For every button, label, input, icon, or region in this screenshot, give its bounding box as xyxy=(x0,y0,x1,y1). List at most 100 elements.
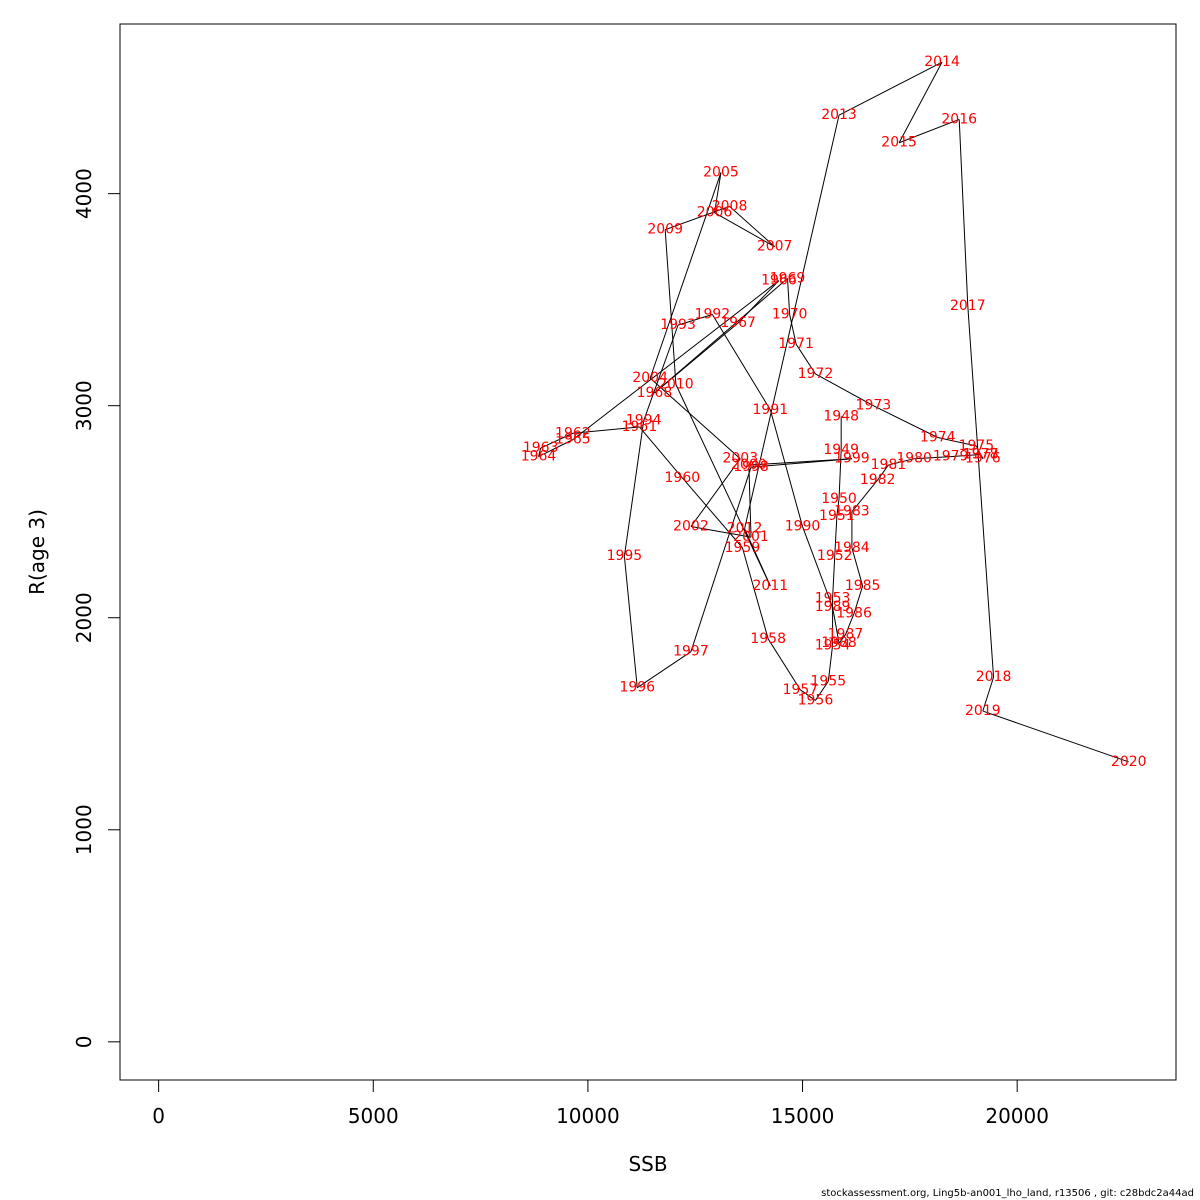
trajectory-lines xyxy=(538,61,1129,763)
year-label-1991: 1991 xyxy=(753,402,789,418)
trajectory-segment xyxy=(873,405,938,438)
trajectory-segment xyxy=(664,229,677,385)
x-tick-label: 5000 xyxy=(348,1104,399,1128)
year-label-2019: 2019 xyxy=(965,703,1001,719)
year-label-1961: 1961 xyxy=(622,419,658,435)
year-label-1951: 1951 xyxy=(819,508,855,524)
year-label-2004: 2004 xyxy=(632,370,668,386)
x-tick-label: 0 xyxy=(152,1104,165,1128)
year-label-1976: 1976 xyxy=(965,451,1001,467)
year-label-1967: 1967 xyxy=(720,315,756,331)
year-label-1960: 1960 xyxy=(665,470,701,486)
year-label-1974: 1974 xyxy=(920,429,956,445)
year-label-1980: 1980 xyxy=(896,451,932,467)
year-label-2013: 2013 xyxy=(821,107,857,123)
year-label-1964: 1964 xyxy=(521,449,557,465)
year-label-1977: 1977 xyxy=(963,446,999,462)
trajectory-segment xyxy=(538,447,542,457)
year-label-1959: 1959 xyxy=(725,540,761,556)
year-label-2001: 2001 xyxy=(733,529,769,545)
trajectory-segment xyxy=(967,305,995,678)
year-label-2003: 2003 xyxy=(722,451,758,467)
year-label-1981: 1981 xyxy=(871,457,907,473)
year-label-2009: 2009 xyxy=(647,222,683,238)
trajectory-segment xyxy=(851,547,864,587)
year-label-1972: 1972 xyxy=(798,366,834,382)
year-label-1954: 1954 xyxy=(815,637,851,653)
trajectory-segment xyxy=(681,477,743,549)
trajectory-segment xyxy=(649,377,741,460)
trajectory-segment xyxy=(802,526,834,608)
trajectory-segment xyxy=(744,528,771,587)
plot-frame xyxy=(119,23,1177,1081)
year-label-2000: 2000 xyxy=(731,457,767,473)
year-label-1995: 1995 xyxy=(607,548,643,564)
trajectory-segment xyxy=(950,453,981,458)
year-label-2016: 2016 xyxy=(941,111,977,127)
trajectory-segment xyxy=(877,464,889,481)
trajectory-segment xyxy=(675,384,771,587)
year-label-2015: 2015 xyxy=(881,135,917,151)
year-label-2020: 2020 xyxy=(1111,754,1147,770)
year-label-1985: 1985 xyxy=(845,578,881,594)
trajectory-segment xyxy=(623,420,645,557)
year-label-1994: 1994 xyxy=(626,413,662,429)
y-tick-label: 4000 xyxy=(72,168,96,219)
year-label-1988: 1988 xyxy=(821,635,857,651)
trajectory-segment xyxy=(714,172,722,213)
x-axis: 0 5000 10000 15000 20000 xyxy=(152,1079,1049,1128)
year-label-1948: 1948 xyxy=(823,408,859,424)
year-label-1984: 1984 xyxy=(834,540,870,556)
year-label-1999: 1999 xyxy=(834,451,870,467)
year-label-1965: 1965 xyxy=(555,432,591,448)
y-tick-label: 1000 xyxy=(72,804,96,855)
year-label-1962: 1962 xyxy=(555,425,591,441)
trajectory-segment xyxy=(834,515,838,557)
footer-caption: stockassessment.org, Ling5b-an001_lho_la… xyxy=(821,1188,1194,1199)
trajectory-segment xyxy=(914,456,951,460)
trajectory-segment xyxy=(958,119,969,307)
year-label-1997: 1997 xyxy=(673,644,709,660)
trajectory-segment xyxy=(898,118,960,144)
trajectory-segment xyxy=(649,172,722,379)
y-axis: 0 1000 2000 3000 4000 xyxy=(72,168,121,1048)
trajectory-segment xyxy=(937,437,977,447)
trajectory-segment xyxy=(538,439,574,458)
year-label-1970: 1970 xyxy=(772,307,808,323)
year-label-1956: 1956 xyxy=(798,692,834,708)
trajectory-segment xyxy=(636,651,692,689)
trajectory-segment xyxy=(769,409,804,527)
trajectory-segment xyxy=(737,280,780,324)
trajectory-segment xyxy=(851,479,879,513)
trajectory-segment xyxy=(744,115,840,529)
trajectory-segment xyxy=(787,278,791,315)
year-label-1949: 1949 xyxy=(823,442,859,458)
trajectory-segment xyxy=(623,556,638,688)
x-axis-title: SSB xyxy=(628,1152,667,1176)
year-label-2007: 2007 xyxy=(757,239,793,255)
year-label-1993: 1993 xyxy=(660,317,696,333)
year-label-2012: 2012 xyxy=(727,521,763,537)
trajectory-segment xyxy=(690,458,741,527)
trajectory-segment xyxy=(639,426,683,479)
y-tick-label: 0 xyxy=(72,1035,96,1048)
trajectory-segment xyxy=(898,61,943,143)
year-label-1969: 1969 xyxy=(770,270,806,286)
year-label-1957: 1957 xyxy=(783,682,819,698)
trajectory-segment xyxy=(836,498,840,517)
year-label-1990: 1990 xyxy=(785,519,821,535)
year-label-1975: 1975 xyxy=(959,438,995,454)
trajectory-segment xyxy=(654,278,788,394)
year-label-2002: 2002 xyxy=(673,519,709,535)
year-label-2006: 2006 xyxy=(697,205,733,221)
trajectory-segment xyxy=(832,556,836,599)
y-axis-title: R(age 3) xyxy=(25,509,49,595)
x-tick-label: 10000 xyxy=(556,1104,620,1128)
trajectory-segment xyxy=(982,710,1129,763)
trajectory-segment xyxy=(711,314,771,411)
trajectory-segment xyxy=(838,634,846,644)
year-label-2011: 2011 xyxy=(753,578,789,594)
year-label-1953: 1953 xyxy=(815,591,851,607)
year-label-2018: 2018 xyxy=(976,669,1012,685)
